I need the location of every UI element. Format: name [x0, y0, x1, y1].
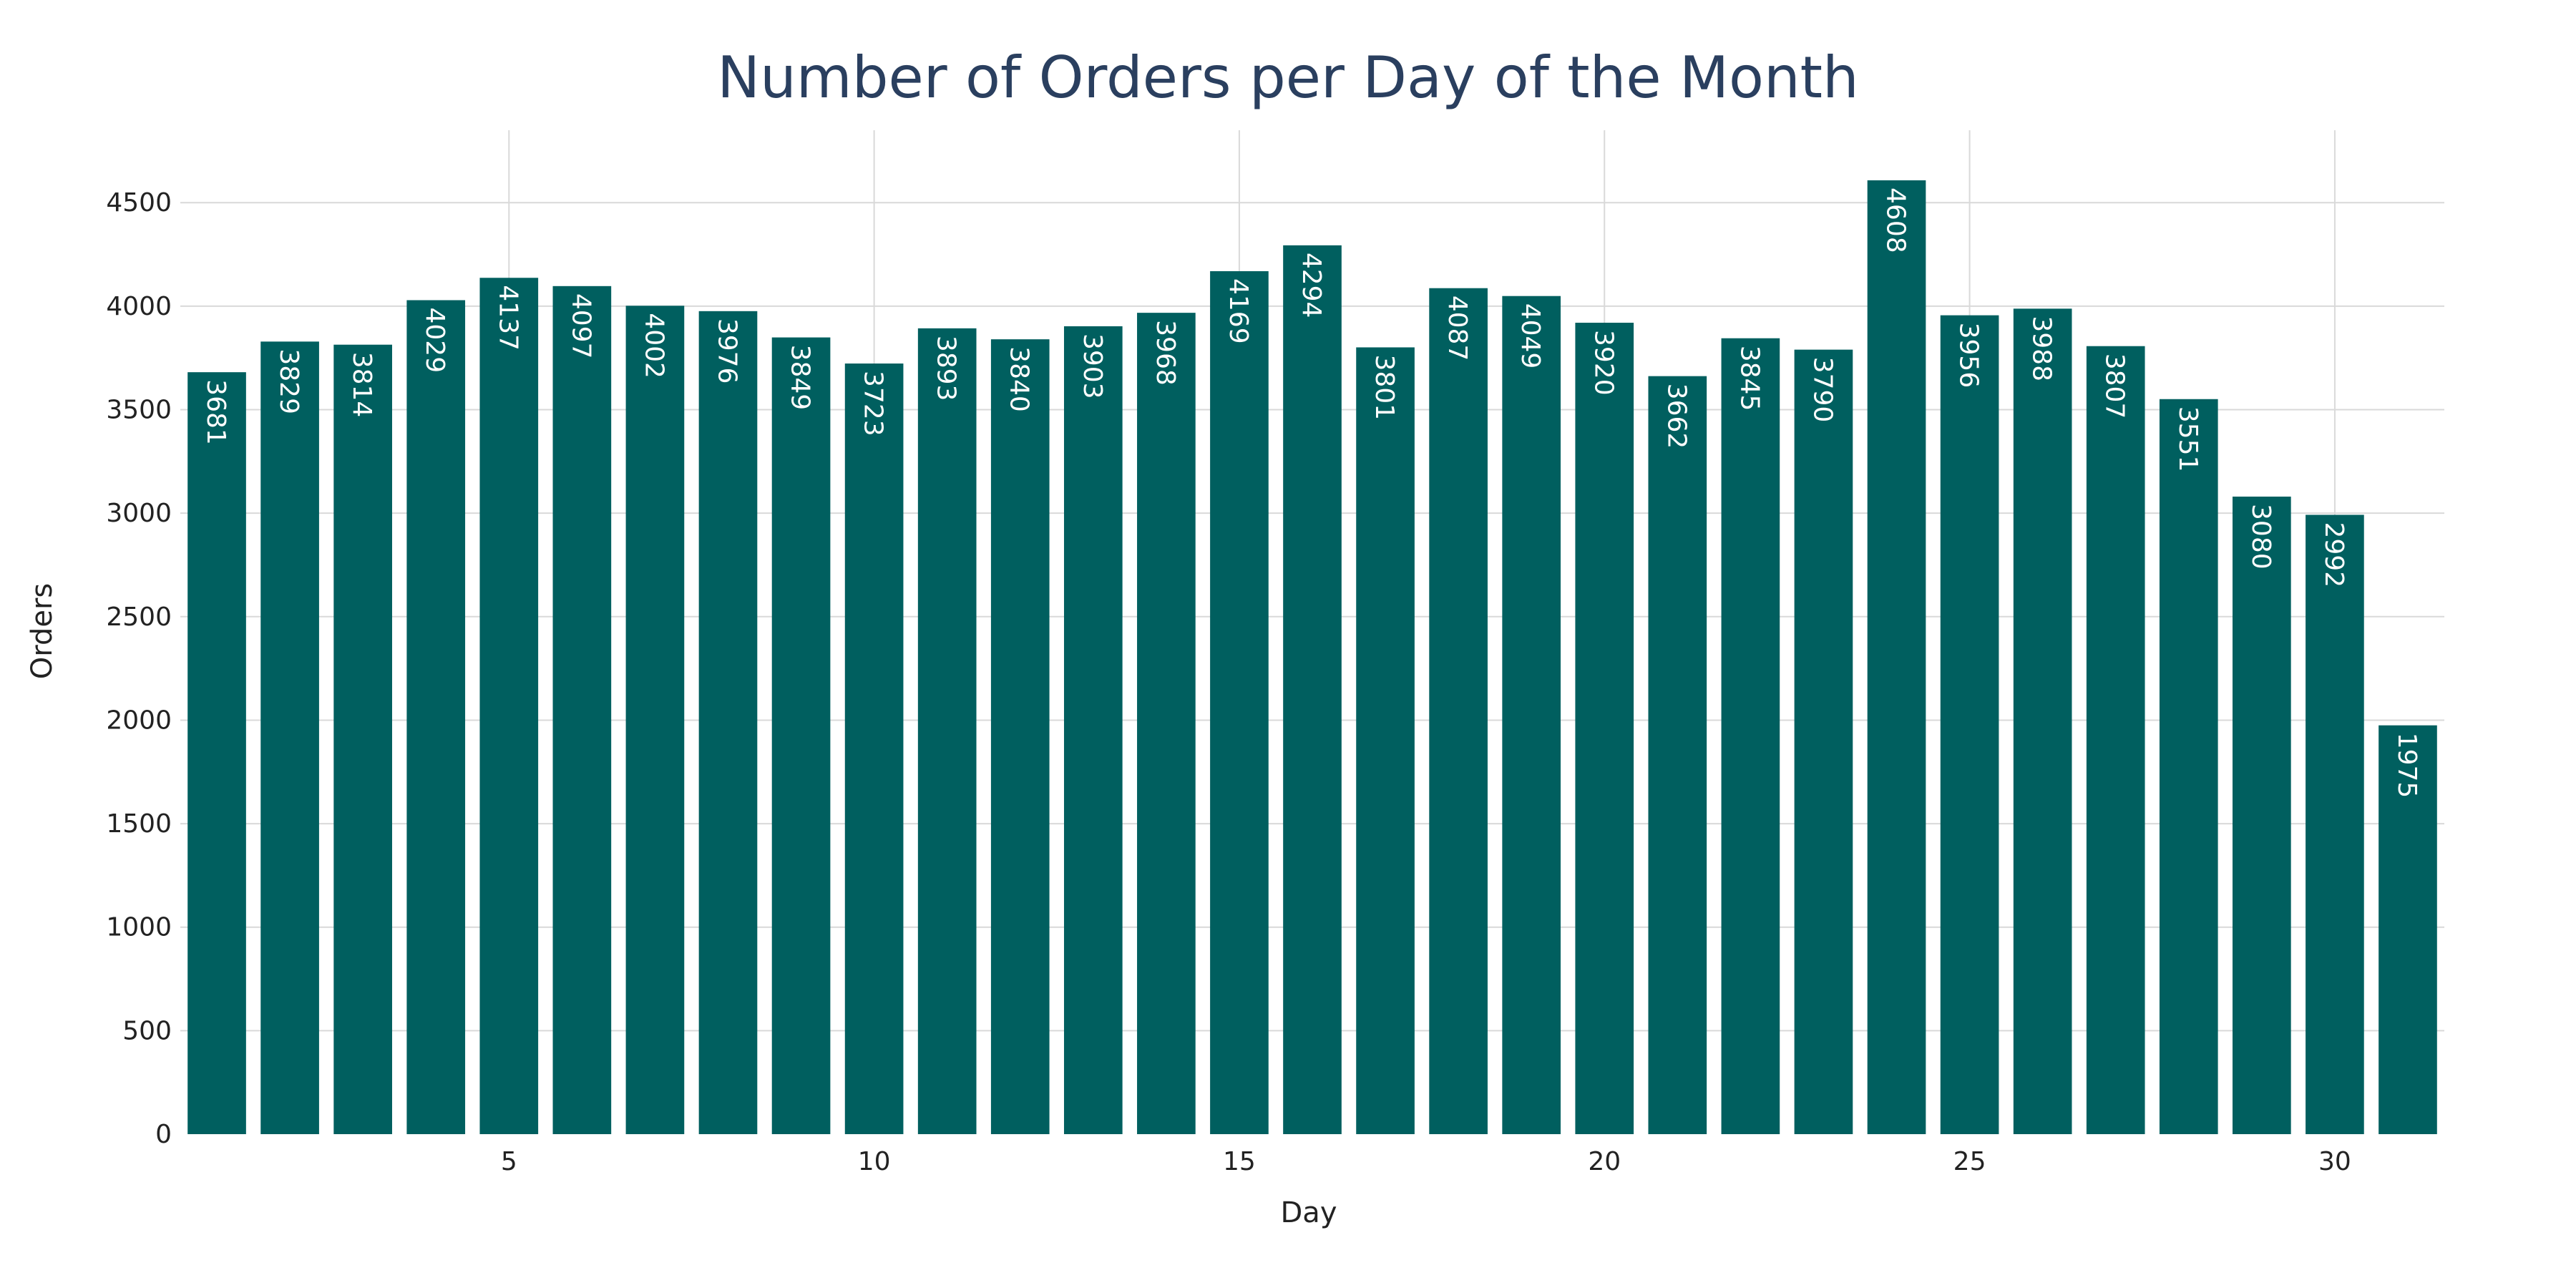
bar-data-label: 3681 [201, 379, 230, 445]
x-axis-title: Day [1281, 1196, 1337, 1229]
x-tick-label: 10 [858, 1147, 891, 1176]
x-tick-label: 20 [1588, 1147, 1621, 1176]
bar [1721, 338, 1780, 1134]
bar-data-label: 3723 [859, 371, 888, 436]
x-tick-label: 15 [1223, 1147, 1256, 1176]
bar-data-label: 4608 [1881, 187, 1911, 253]
y-tick-label: 0 [155, 1120, 172, 1149]
bar-data-label: 4029 [420, 307, 449, 373]
bar [1210, 270, 1269, 1135]
bar-data-label: 4087 [1443, 296, 1472, 361]
bar [1063, 326, 1123, 1135]
bar-data-label: 3920 [1589, 330, 1618, 396]
bar-data-label: 4137 [493, 285, 522, 351]
bar [479, 278, 539, 1134]
y-tick-label: 3500 [106, 396, 172, 425]
x-axis-ticks: 5 10 15 20 25 30 [501, 1147, 2351, 1176]
bar [844, 364, 904, 1134]
y-axis-title: Orders [26, 583, 59, 680]
bar [333, 344, 392, 1134]
bar [260, 341, 319, 1134]
x-tick-label: 25 [1953, 1147, 1986, 1176]
y-tick-label: 2000 [106, 706, 172, 735]
bar [2306, 514, 2364, 1134]
bar [698, 311, 758, 1134]
bar [990, 339, 1050, 1134]
chart-title: Number of Orders per Day of the Month [717, 44, 1859, 111]
bar-data-label: 3807 [2100, 353, 2129, 419]
bar [1429, 288, 1488, 1135]
bar-data-label: 3829 [274, 348, 303, 414]
bar-data-label: 3956 [1954, 323, 1984, 389]
bar-data-label: 3814 [347, 352, 376, 418]
bar-data-label: 3551 [2173, 406, 2202, 472]
bar [2233, 497, 2291, 1134]
bar-data-label: 3976 [712, 318, 741, 384]
bar-data-label: 3840 [1005, 346, 1034, 412]
bar-data-label: 3903 [1078, 333, 1107, 399]
bar [1283, 245, 1342, 1135]
y-tick-label: 4500 [106, 188, 172, 218]
bar-data-label: 2992 [2319, 522, 2348, 587]
bar [552, 286, 612, 1134]
bar-data-label: 4294 [1297, 253, 1326, 318]
bar-data-label: 3849 [786, 345, 815, 411]
bar [187, 372, 246, 1134]
bar-data-label: 4049 [1516, 303, 1545, 369]
y-tick-label: 1500 [106, 809, 172, 839]
bars [187, 180, 2437, 1135]
bar [1940, 315, 1999, 1134]
bar-data-label: 3845 [1735, 346, 1764, 411]
bar [1794, 349, 1853, 1135]
y-tick-label: 1000 [106, 913, 172, 942]
bar [406, 300, 466, 1134]
bar-data-label: 4002 [639, 313, 668, 379]
bar [1137, 313, 1196, 1134]
bar-data-label: 1975 [2392, 733, 2421, 799]
bar [1356, 347, 1415, 1134]
x-tick-label: 5 [501, 1147, 517, 1176]
bar [2379, 725, 2437, 1134]
y-axis-ticks: 0 500 1000 1500 2000 2500 3000 3500 4000 4500 [106, 188, 172, 1149]
bar-data-label: 4169 [1224, 278, 1253, 344]
bar-data-labels: 3681 3829 3814 4029 4137 4097 4002 3976 3849 3723… [201, 187, 2421, 798]
bar [1867, 180, 1926, 1134]
bar-data-label: 3790 [1807, 357, 1837, 423]
bar [1502, 296, 1561, 1135]
bar [1648, 376, 1707, 1135]
bar-data-label: 3893 [932, 336, 961, 401]
x-tick-label: 30 [2318, 1147, 2351, 1176]
bar [771, 337, 831, 1134]
bar-data-label: 3080 [2246, 504, 2275, 570]
bar [1575, 323, 1634, 1135]
bar-data-label: 3801 [1370, 354, 1399, 420]
bar [2013, 308, 2072, 1135]
y-tick-label: 2500 [106, 602, 172, 632]
bar [625, 306, 685, 1134]
y-tick-label: 4000 [106, 292, 172, 321]
bar-data-label: 3988 [2027, 316, 2057, 381]
y-tick-label: 500 [122, 1016, 172, 1045]
bar-data-label: 4097 [566, 293, 595, 359]
bar [2159, 399, 2218, 1134]
bar-data-label: 3968 [1151, 320, 1180, 386]
bar [2086, 346, 2145, 1135]
y-tick-label: 3000 [106, 499, 172, 528]
bar-data-label: 3662 [1662, 384, 1691, 449]
bar [917, 328, 977, 1135]
